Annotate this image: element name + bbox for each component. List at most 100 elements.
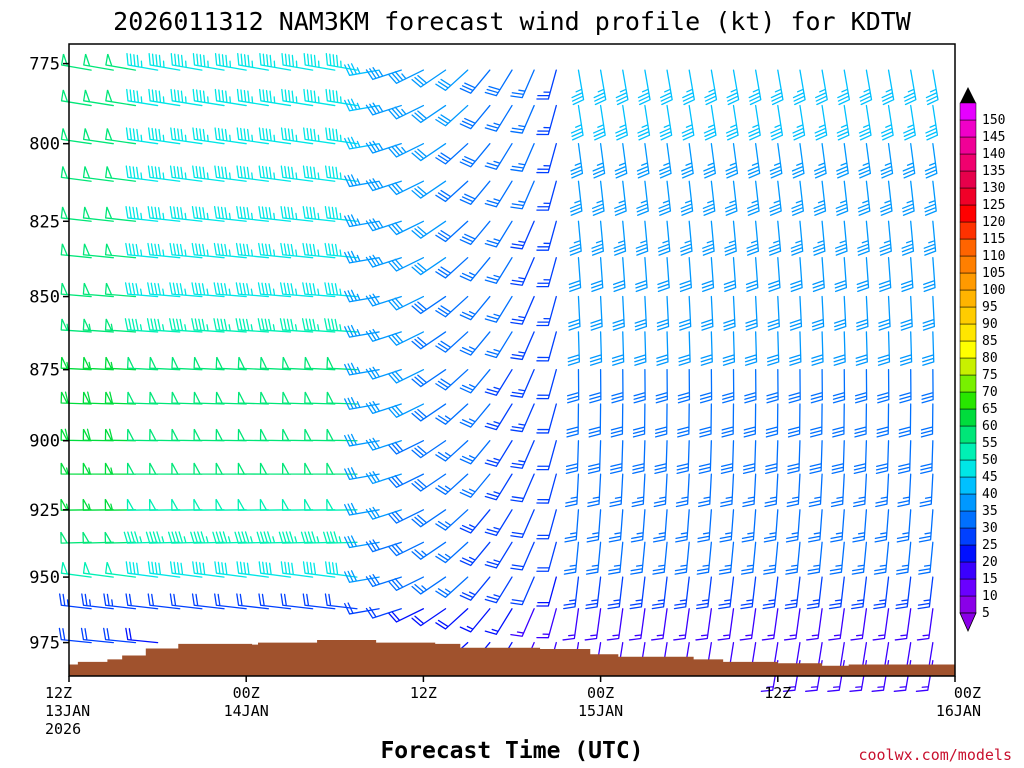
- wind-barb: [680, 180, 694, 216]
- wind-barb: [302, 561, 336, 578]
- colorbar-swatch: [959, 408, 977, 427]
- wind-barb: [125, 593, 159, 610]
- wind-barb: [590, 257, 604, 293]
- wind-barb: [82, 128, 114, 145]
- wind-barb: [723, 295, 736, 331]
- wind-barb: [765, 440, 779, 474]
- wind-barb: [259, 391, 292, 405]
- wind-barb: [510, 69, 535, 99]
- wind-barb: [830, 473, 845, 508]
- credit-text: coolwx.com/models: [858, 746, 1012, 764]
- wind-barb: [435, 220, 469, 243]
- colorbar-tick-label: 125: [982, 198, 1005, 213]
- wind-barb: [388, 69, 425, 84]
- wind-barb: [901, 220, 915, 256]
- wind-barb: [786, 473, 801, 508]
- wind-barb: [570, 143, 584, 179]
- wind-barb: [148, 52, 181, 71]
- wind-barb: [858, 143, 872, 179]
- wind-barb: [612, 257, 626, 293]
- wind-barb: [899, 331, 913, 366]
- colorbar-swatch: [959, 544, 977, 563]
- wind-barb: [563, 576, 580, 610]
- wind-barbs: [58, 52, 939, 692]
- wind-barb: [702, 220, 715, 256]
- wind-barb: [324, 206, 358, 222]
- wind-barb: [677, 369, 691, 404]
- wind-barb: [280, 127, 314, 145]
- wind-barb: [365, 506, 402, 520]
- wind-barb: [484, 576, 513, 604]
- wind-barb: [536, 69, 557, 100]
- wind-barb: [698, 440, 712, 474]
- wind-barb: [459, 369, 491, 394]
- wind-barb: [459, 295, 491, 321]
- wind-barb: [787, 403, 801, 438]
- wind-barb: [326, 391, 358, 405]
- wind-barb: [875, 440, 890, 474]
- wind-barb: [191, 282, 225, 298]
- wind-barb: [696, 541, 712, 575]
- wind-barb: [631, 473, 646, 508]
- wind-barb: [326, 462, 358, 475]
- wind-barb: [104, 391, 137, 405]
- wind-barb: [236, 165, 269, 182]
- wind-barb: [632, 403, 646, 438]
- wind-barb: [536, 576, 557, 607]
- colorbar-swatch: [959, 578, 977, 597]
- wind-barb: [60, 166, 92, 182]
- wind-barb: [325, 127, 358, 145]
- wind-barb: [588, 403, 602, 438]
- wind-barb: [762, 576, 779, 610]
- wind-barb: [903, 69, 917, 106]
- wind-barb: [237, 52, 269, 71]
- wind-barb: [766, 369, 779, 404]
- wind-barb: [484, 331, 513, 359]
- wind-barb: [510, 576, 535, 606]
- wind-barb: [411, 509, 447, 528]
- wind-barb: [214, 561, 247, 578]
- wind-barb: [564, 509, 580, 543]
- wind-barb: [344, 250, 380, 264]
- wind-barb: [614, 180, 627, 216]
- wind-barb: [411, 608, 447, 627]
- wind-barb: [344, 433, 380, 447]
- wind-barb: [918, 509, 934, 543]
- wind-barb: [835, 220, 848, 256]
- wind-barb: [60, 562, 92, 578]
- wind-barb: [853, 473, 868, 508]
- wind-barb: [258, 593, 292, 610]
- wind-barb: [388, 541, 425, 557]
- wind-barb: [215, 356, 247, 371]
- wind-barb: [170, 88, 203, 107]
- wind-barb: [435, 143, 469, 165]
- wind-barb: [810, 369, 823, 404]
- colorbar-bottom-arrow: [959, 612, 977, 632]
- wind-barb: [813, 180, 827, 216]
- wind-barb: [536, 295, 557, 327]
- wind-barb: [146, 318, 181, 333]
- y-tick-label: 875: [29, 361, 60, 381]
- wind-barb: [388, 257, 425, 272]
- wind-barb: [147, 593, 181, 610]
- wind-barb: [593, 104, 606, 141]
- wind-barb: [303, 127, 336, 145]
- wind-barb: [126, 52, 159, 71]
- wind-barb: [720, 473, 735, 508]
- wind-barb: [585, 541, 602, 575]
- wind-barb: [877, 331, 891, 366]
- wind-barb: [459, 608, 491, 633]
- wind-barb: [725, 104, 739, 141]
- wind-barb: [169, 318, 203, 333]
- colorbar-tick-label: 70: [982, 385, 998, 400]
- x-tick-label: 14JAN: [224, 702, 269, 720]
- wind-barb: [388, 180, 425, 196]
- wind-barb: [237, 391, 269, 405]
- wind-barb: [586, 509, 602, 543]
- wind-barb: [659, 104, 673, 141]
- wind-barb: [365, 178, 402, 192]
- wind-barb: [82, 318, 114, 333]
- colorbar-tick-label: 20: [982, 555, 998, 570]
- wind-barb: [811, 331, 824, 366]
- wind-barb: [169, 282, 203, 298]
